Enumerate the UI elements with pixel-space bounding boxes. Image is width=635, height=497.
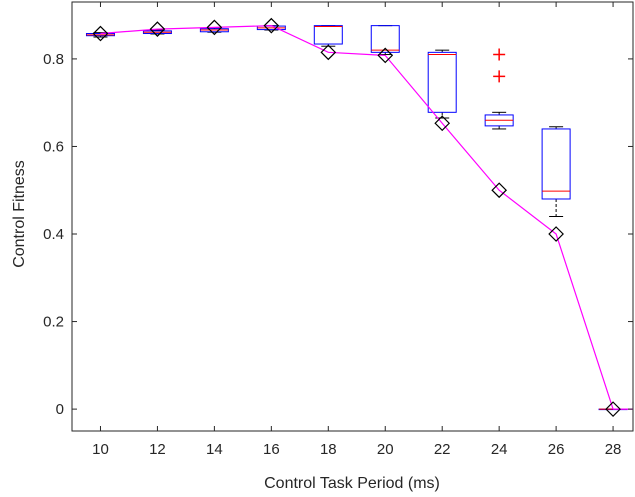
y-tick-label: 0.2 (43, 314, 64, 331)
x-tick-label: 22 (434, 441, 451, 458)
diamond-marker (491, 182, 508, 199)
x-axis-label: Control Task Period (ms) (264, 475, 440, 492)
diamond-marker (434, 115, 451, 132)
diamond-marker (92, 25, 109, 42)
y-axis-label: Control Fitness (11, 160, 28, 268)
x-tick-label: 20 (377, 441, 394, 458)
diamond-marker (206, 19, 223, 36)
boxplot-26 (541, 126, 571, 217)
diamond-marker (263, 17, 280, 34)
series-line (100, 25, 614, 410)
x-tick-label: 16 (263, 441, 280, 458)
outlier-point (493, 48, 506, 61)
diamond-marker (548, 226, 564, 242)
x-tick-label: 14 (206, 441, 223, 458)
plot-border (71, 1, 634, 432)
boxplot-20 (370, 25, 400, 56)
box-iqr (541, 128, 571, 200)
y-tick-label: 0.6 (43, 138, 64, 155)
box-iqr (427, 51, 457, 113)
y-tick-label: 0.8 (43, 51, 64, 68)
x-tick-label: 10 (92, 441, 109, 458)
y-tick-label: 0 (56, 401, 64, 418)
boxplot-10 (85, 32, 115, 38)
boxplot-24 (484, 48, 514, 130)
diamond-marker (605, 401, 621, 417)
plot-area (71, 1, 634, 432)
x-tick-label: 18 (320, 441, 337, 458)
box-iqr (313, 25, 343, 45)
diamond-marker (320, 44, 337, 61)
y-tick-label: 0.4 (43, 226, 64, 243)
boxplot-14 (199, 27, 229, 33)
x-tick-label: 12 (149, 441, 166, 458)
x-tick-label: 26 (548, 441, 565, 458)
boxplot-12 (142, 29, 172, 35)
x-tick-label: 24 (491, 441, 508, 458)
diamond-marker (377, 47, 394, 64)
axis-ticks: 10 12 14 16 18 20 22 24 26 28 0 0.2 0.4 0.6 0.8 (43, 2, 633, 458)
diamond-marker (149, 21, 166, 37)
x-tick-label: 28 (605, 441, 622, 458)
outlier-point (493, 70, 506, 83)
box-iqr (370, 25, 400, 53)
